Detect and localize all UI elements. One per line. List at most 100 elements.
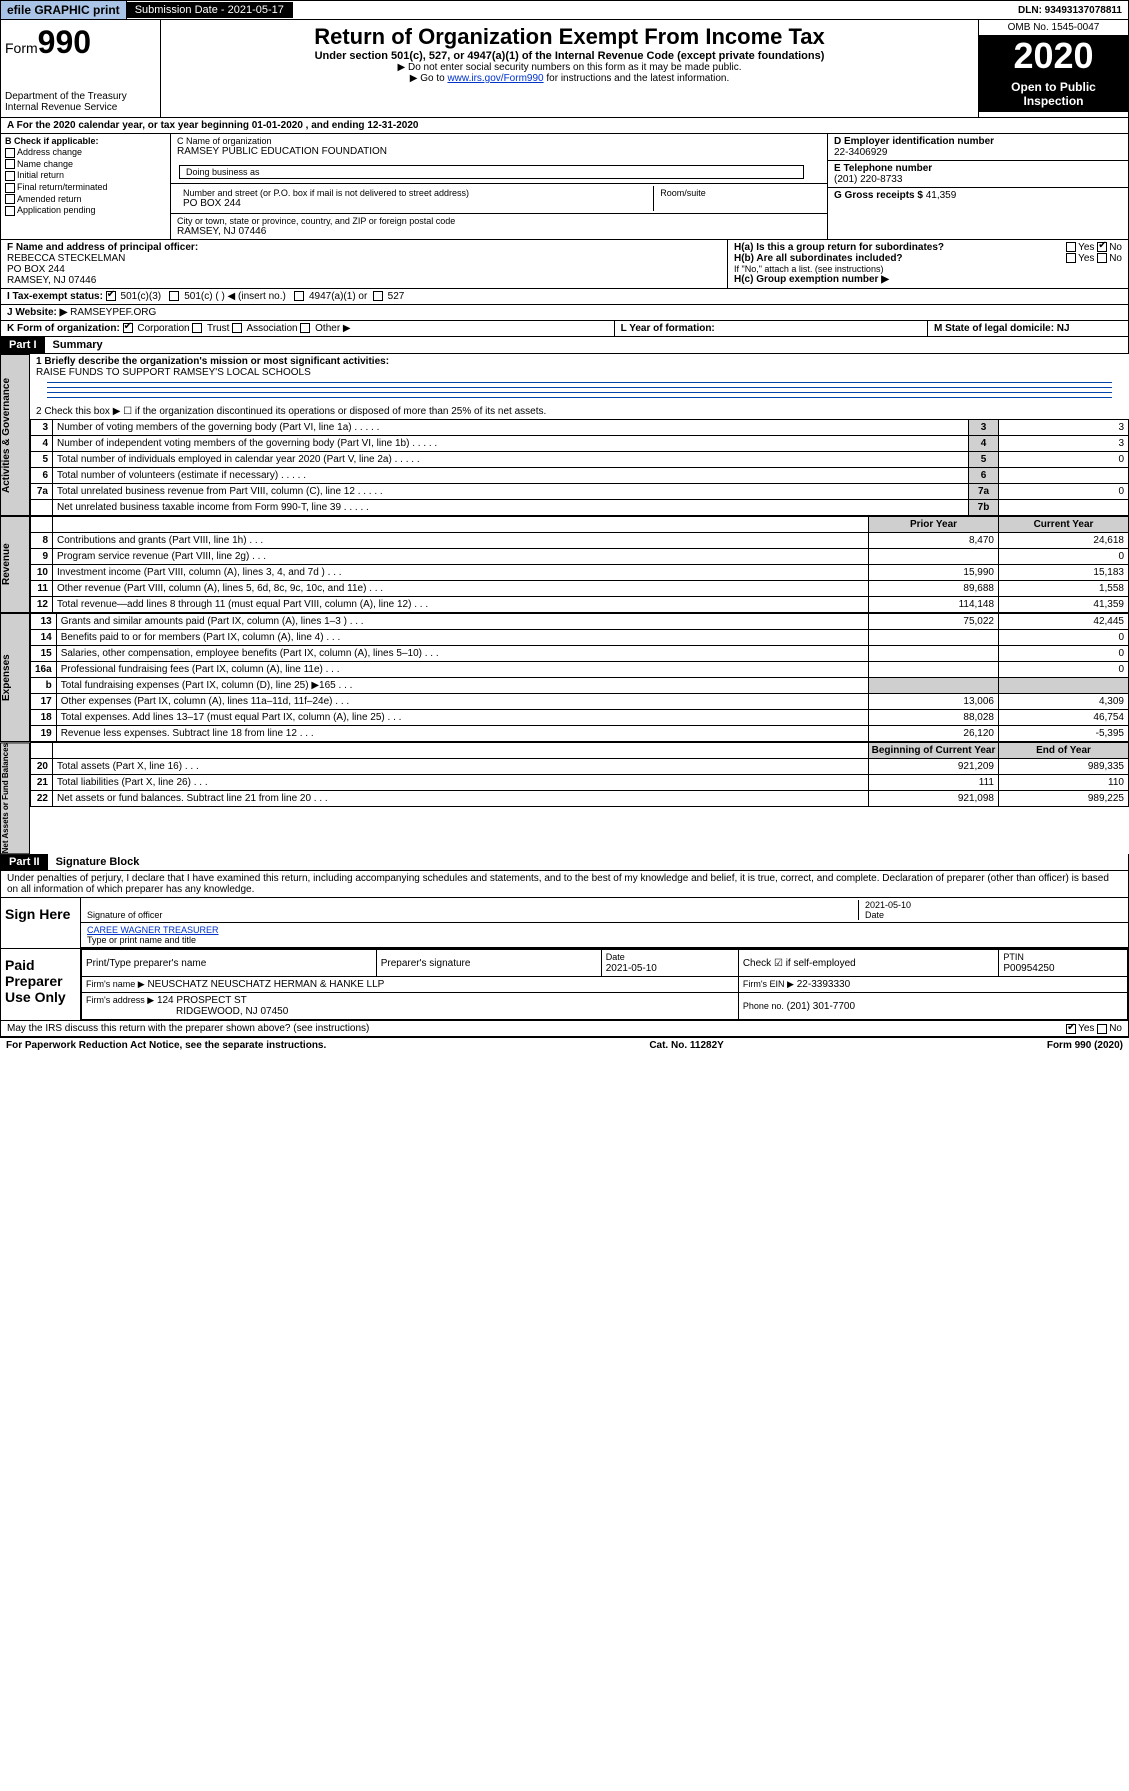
lines-3-7: 3Number of voting members of the governi… [30,419,1129,516]
city-state-zip: RAMSEY, NJ 07446 [177,226,821,237]
cb-corporation[interactable] [123,323,133,333]
irs-link[interactable]: www.irs.gov/Form990 [447,73,543,84]
summary-row: Net unrelated business taxable income fr… [31,500,1129,516]
officer-name-link[interactable]: CAREE WAGNER TREASURER [87,925,219,935]
form-id-footer: Form 990 (2020) [1047,1040,1123,1051]
expense-row: 13Grants and similar amounts paid (Part … [31,614,1129,630]
firm-ein: 22-3393330 [797,979,850,990]
klm-row: K Form of organization: Corporation Trus… [0,321,1129,337]
tax-status-row: I Tax-exempt status: 501(c)(3) 501(c) ( … [0,289,1129,305]
cb-address-change[interactable]: Address change [5,147,166,158]
prior-year-hdr: Prior Year [869,517,999,533]
revenue-row: 12Total revenue—add lines 8 through 11 (… [31,597,1129,613]
end-year-hdr: End of Year [999,743,1129,759]
phone-value: (201) 220-8733 [834,174,1122,185]
side-expenses: Expenses [0,613,30,742]
expense-row: 18Total expenses. Add lines 13–17 (must … [31,710,1129,726]
sig-date: 2021-05-10 [865,900,911,910]
dba-label: Doing business as [186,167,797,177]
ptin: P00954250 [1003,963,1054,974]
cb-final-return[interactable]: Final return/terminated [5,182,166,193]
org-name: RAMSEY PUBLIC EDUCATION FOUNDATION [177,146,821,157]
net-row: 20Total assets (Part X, line 16) . . .92… [31,759,1129,775]
open-to-public: Open to Public Inspection [979,76,1128,112]
officer-label: F Name and address of principal officer: [7,242,721,253]
cb-initial-return[interactable]: Initial return [5,170,166,181]
begin-year-hdr: Beginning of Current Year [869,743,999,759]
tax-period: A For the 2020 calendar year, or tax yea… [0,118,1129,134]
h-a: H(a) Is this a group return for subordin… [734,242,1122,253]
expense-row: 15Salaries, other compensation, employee… [31,646,1129,662]
dln: DLN: 93493137078811 [1012,3,1128,18]
revenue-row: 11Other revenue (Part VIII, column (A), … [31,581,1129,597]
discuss-no[interactable] [1097,1024,1107,1034]
preparer-name-hdr: Print/Type preparer's name [82,950,377,977]
cb-501c3[interactable] [106,291,116,301]
net-row: 22Net assets or fund balances. Subtract … [31,791,1129,807]
net-assets-table: Beginning of Current Year End of Year 20… [30,742,1129,807]
q2: 2 Check this box ▶ ☐ if the organization… [30,404,1129,419]
firm-phone: (201) 301-7700 [787,1001,855,1012]
cb-association[interactable] [232,323,242,333]
h-b: H(b) Are all subordinates included? Yes … [734,253,1122,264]
summary-row: 3Number of voting members of the governi… [31,420,1129,436]
goto-note: ▶ Go to www.irs.gov/Form990 for instruct… [410,73,730,84]
city-cell: City or town, state or province, country… [171,214,827,239]
irs-label: Internal Revenue Service [5,102,156,113]
summary-row: 7aTotal unrelated business revenue from … [31,484,1129,500]
footer: For Paperwork Reduction Act Notice, see … [0,1037,1129,1053]
cb-name-change[interactable]: Name change [5,159,166,170]
revenue-row: 10Investment income (Part VIII, column (… [31,565,1129,581]
firm-name: NEUSCHATZ NEUSCHATZ HERMAN & HANKE LLP [147,979,384,990]
ssn-note: ▶ Do not enter social security numbers o… [398,62,742,73]
officer-name: REBECCA STECKELMAN [7,253,721,264]
paid-preparer-block: Paid Preparer Use Only Print/Type prepar… [0,949,1129,1021]
box-b: B Check if applicable: Address change Na… [1,134,171,239]
cat-no: Cat. No. 11282Y [649,1040,723,1051]
address-cell: Number and street (or P.O. box if mail i… [171,184,827,214]
expense-row: 14Benefits paid to or for members (Part … [31,630,1129,646]
cb-527[interactable] [373,291,383,301]
h-c: H(c) Group exemption number ▶ [734,274,1122,285]
revenue-row: 9Program service revenue (Part VIII, lin… [31,549,1129,565]
cb-trust[interactable] [192,323,202,333]
signature-block: Sign Here Signature of officer 2021-05-1… [0,898,1129,949]
cb-application-pending[interactable]: Application pending [5,205,166,216]
firm-addr1: 124 PROSPECT ST [157,995,247,1006]
cb-501c[interactable] [169,291,179,301]
mission-text: RAISE FUNDS TO SUPPORT RAMSEY'S LOCAL SC… [36,367,311,378]
efile-print-button[interactable]: efile GRAPHIC print [1,1,127,19]
gross-receipts-cell: G Gross receipts $ 41,359 [828,188,1128,203]
discuss-yes[interactable] [1066,1024,1076,1034]
officer-grid: F Name and address of principal officer:… [0,240,1129,289]
submission-date: Submission Date - 2021-05-17 [127,2,293,18]
preparer-sig-hdr: Preparer's signature [376,950,601,977]
self-employed-check[interactable]: Check ☑ if self-employed [738,950,999,977]
cb-other[interactable] [300,323,310,333]
cb-amended[interactable]: Amended return [5,194,166,205]
summary-row: 6Total number of volunteers (estimate if… [31,468,1129,484]
current-year-hdr: Current Year [999,517,1129,533]
website-value: RAMSEYPEF.ORG [70,307,156,318]
sig-officer-label: Signature of officer [87,910,162,920]
side-revenue: Revenue [0,516,30,613]
street-address: PO BOX 244 [183,198,647,209]
h-note: If "No," attach a list. (see instruction… [734,264,1122,274]
side-net-assets: Net Assets or Fund Balances [0,742,30,854]
expense-row: 16aProfessional fundraising fees (Part I… [31,662,1129,678]
expense-row: 19Revenue less expenses. Subtract line 1… [31,726,1129,742]
state-domicile: M State of legal domicile: NJ [928,321,1128,336]
type-name-label: Type or print name and title [87,935,196,945]
revenue-row: 8Contributions and grants (Part VIII, li… [31,533,1129,549]
dept-treasury: Department of the Treasury [5,91,156,102]
cb-4947[interactable] [294,291,304,301]
preparer-date: 2021-05-10 [606,963,657,974]
ein-value: 22-3406929 [834,147,1122,158]
ein-cell: D Employer identification number 22-3406… [828,134,1128,161]
blank-b [53,517,869,533]
part2-header: Part II Signature Block [0,854,1129,871]
year-formation: L Year of formation: [615,321,928,336]
paperwork-notice: For Paperwork Reduction Act Notice, see … [6,1040,326,1051]
firm-addr2: RIDGEWOOD, NJ 07450 [176,1006,288,1017]
expense-row: 17Other expenses (Part IX, column (A), l… [31,694,1129,710]
